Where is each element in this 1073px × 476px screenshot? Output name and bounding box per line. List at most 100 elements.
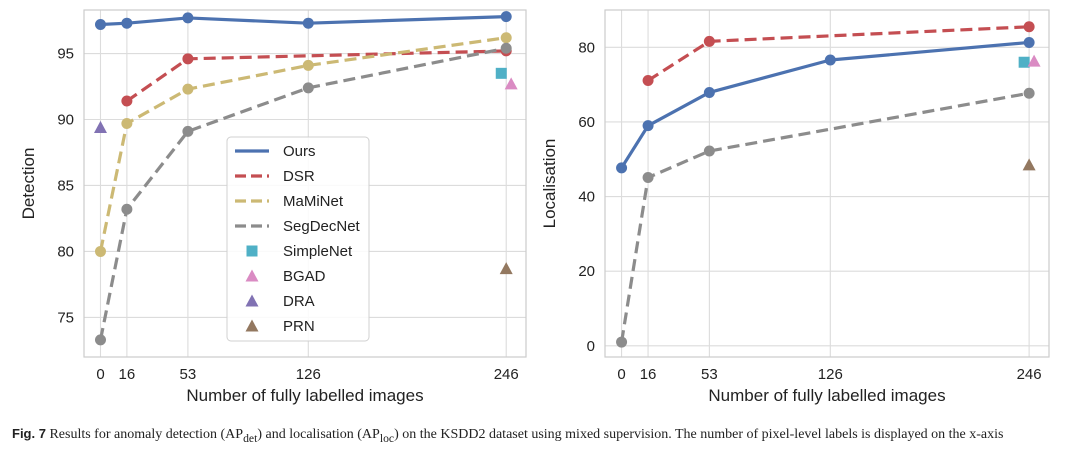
loc-point-dsr xyxy=(642,75,654,87)
loc-series-dsr xyxy=(642,21,1035,87)
det-marker-simplenet xyxy=(495,67,507,79)
loc-x-tick-label: 126 xyxy=(818,366,843,383)
legend-item-segdecnet: SegDecNet xyxy=(235,218,361,235)
caption-sub-2: loc xyxy=(379,431,395,445)
legend-swatch-simplenet xyxy=(246,245,258,257)
det-x-axis-label: Number of fully labelled images xyxy=(186,386,423,405)
loc-point-segdecnet xyxy=(703,145,715,157)
det-marker-prn xyxy=(499,262,513,275)
caption-text-2: ) and localisation (AP xyxy=(257,427,380,442)
legend-item-bgad: BGAD xyxy=(245,268,326,285)
det-point-maminet xyxy=(94,245,106,257)
legend-label-dra: DRA xyxy=(283,293,315,310)
legend-label-prn: PRN xyxy=(283,318,315,335)
loc-point-dsr xyxy=(703,35,715,47)
detection-chart: 0 16 53 126 246 75 80 85 90 95 Number of fully lab… xyxy=(19,9,527,405)
figure: 0 16 53 126 246 75 80 85 90 95 Number of fully lab… xyxy=(19,9,1050,405)
det-marker-bgad xyxy=(504,77,518,90)
figure-caption: Fig. 7 Results for anomaly detection (AP… xyxy=(12,424,1067,448)
det-y-tick-label: 90 xyxy=(57,112,74,129)
legend-label-dsr: DSR xyxy=(283,168,315,185)
det-series-dsr xyxy=(121,45,512,107)
caption-text-3: ) on the KSDD2 dataset using mixed super… xyxy=(394,427,1004,442)
legend-label-maminet: MaMiNet xyxy=(283,193,344,210)
det-plot-frame xyxy=(83,9,527,358)
legend-label-segdecnet: SegDecNet xyxy=(283,218,361,235)
loc-series-ours xyxy=(616,36,1035,174)
det-series-ours xyxy=(94,11,512,31)
loc-x-tick-label: 16 xyxy=(640,366,657,383)
det-point-segdecnet xyxy=(302,82,314,94)
legend-item-ours: Ours xyxy=(235,143,316,160)
legend-item-prn: PRN xyxy=(245,318,315,335)
det-point-ours xyxy=(121,17,133,29)
det-series-maminet xyxy=(94,32,512,257)
loc-y-tick-label: 80 xyxy=(578,39,595,56)
legend-item-simplenet: SimpleNet xyxy=(246,243,353,260)
det-y-tick-label: 95 xyxy=(57,46,74,63)
det-point-maminet xyxy=(302,59,314,71)
legend-label-bgad: BGAD xyxy=(283,268,326,285)
legend-label-ours: Ours xyxy=(283,143,316,160)
det-marker-dra xyxy=(93,120,107,133)
det-point-dsr xyxy=(121,95,133,107)
loc-y-tick-label: 0 xyxy=(587,338,595,355)
det-y-tick-label: 75 xyxy=(57,309,74,326)
loc-series-segdecnet xyxy=(616,87,1035,348)
loc-x-tick-label: 53 xyxy=(701,366,718,383)
det-x-tick-label: 126 xyxy=(296,366,321,383)
det-point-segdecnet xyxy=(182,125,194,137)
loc-line-segdecnet xyxy=(619,91,1030,343)
localisation-chart: 0 16 53 126 246 0 20 40 60 80 Number of fully labe… xyxy=(540,9,1050,405)
det-point-ours xyxy=(500,11,512,23)
loc-point-ours xyxy=(824,54,836,66)
loc-x-tick-label: 246 xyxy=(1017,366,1042,383)
loc-point-ours xyxy=(616,162,628,174)
loc-point-ours xyxy=(703,86,715,98)
legend-box xyxy=(226,136,370,342)
det-point-ours xyxy=(182,12,194,24)
loc-point-ours xyxy=(642,120,654,132)
det-point-segdecnet xyxy=(94,334,106,346)
det-y-tick-label: 85 xyxy=(57,177,74,194)
loc-plot-frame xyxy=(604,9,1050,358)
det-point-maminet xyxy=(121,117,133,129)
caption-text-1: Results for anomaly detection (AP xyxy=(49,427,244,442)
legend-label-simplenet: SimpleNet xyxy=(283,243,353,260)
loc-marker-bgad xyxy=(1027,54,1041,67)
legend: Ours DSR MaMiNet SegDecNet SimpleNet BGAD DRA P… xyxy=(226,136,370,342)
loc-x-tick-label: 0 xyxy=(617,366,625,383)
det-x-tick-label: 0 xyxy=(96,366,104,383)
det-point-ours xyxy=(94,19,106,31)
loc-y-axis-label: Localisation xyxy=(540,139,559,229)
caption-label: Fig. 7 xyxy=(12,426,46,441)
loc-point-ours xyxy=(1023,36,1035,48)
loc-y-tick-label: 20 xyxy=(578,263,595,280)
legend-item-dsr: DSR xyxy=(235,168,315,185)
det-x-tick-label: 53 xyxy=(180,366,197,383)
legend-item-maminet: MaMiNet xyxy=(235,193,344,210)
loc-point-segdecnet xyxy=(616,336,628,348)
det-point-segdecnet xyxy=(121,203,133,215)
det-y-axis-label: Detection xyxy=(19,148,38,220)
det-series-segdecnet xyxy=(94,42,512,346)
loc-grid xyxy=(605,10,1049,357)
loc-point-dsr xyxy=(1023,21,1035,33)
legend-swatch-bgad xyxy=(245,269,259,282)
loc-point-segdecnet xyxy=(1023,87,1035,99)
det-point-ours xyxy=(302,17,314,29)
loc-line-dsr xyxy=(647,25,1030,82)
det-point-maminet xyxy=(500,32,512,44)
legend-item-dra: DRA xyxy=(245,293,315,310)
legend-swatch-prn xyxy=(245,319,259,332)
loc-marker-simplenet xyxy=(1018,56,1030,68)
loc-y-tick-label: 40 xyxy=(578,189,595,206)
det-x-tick-label: 246 xyxy=(494,366,519,383)
loc-x-axis-label: Number of fully labelled images xyxy=(708,386,945,405)
loc-point-segdecnet xyxy=(642,172,654,184)
loc-marker-prn xyxy=(1022,158,1036,171)
legend-swatch-dra xyxy=(245,294,259,307)
det-x-tick-label: 16 xyxy=(119,366,136,383)
det-point-segdecnet xyxy=(500,42,512,54)
loc-y-tick-label: 60 xyxy=(578,114,595,131)
